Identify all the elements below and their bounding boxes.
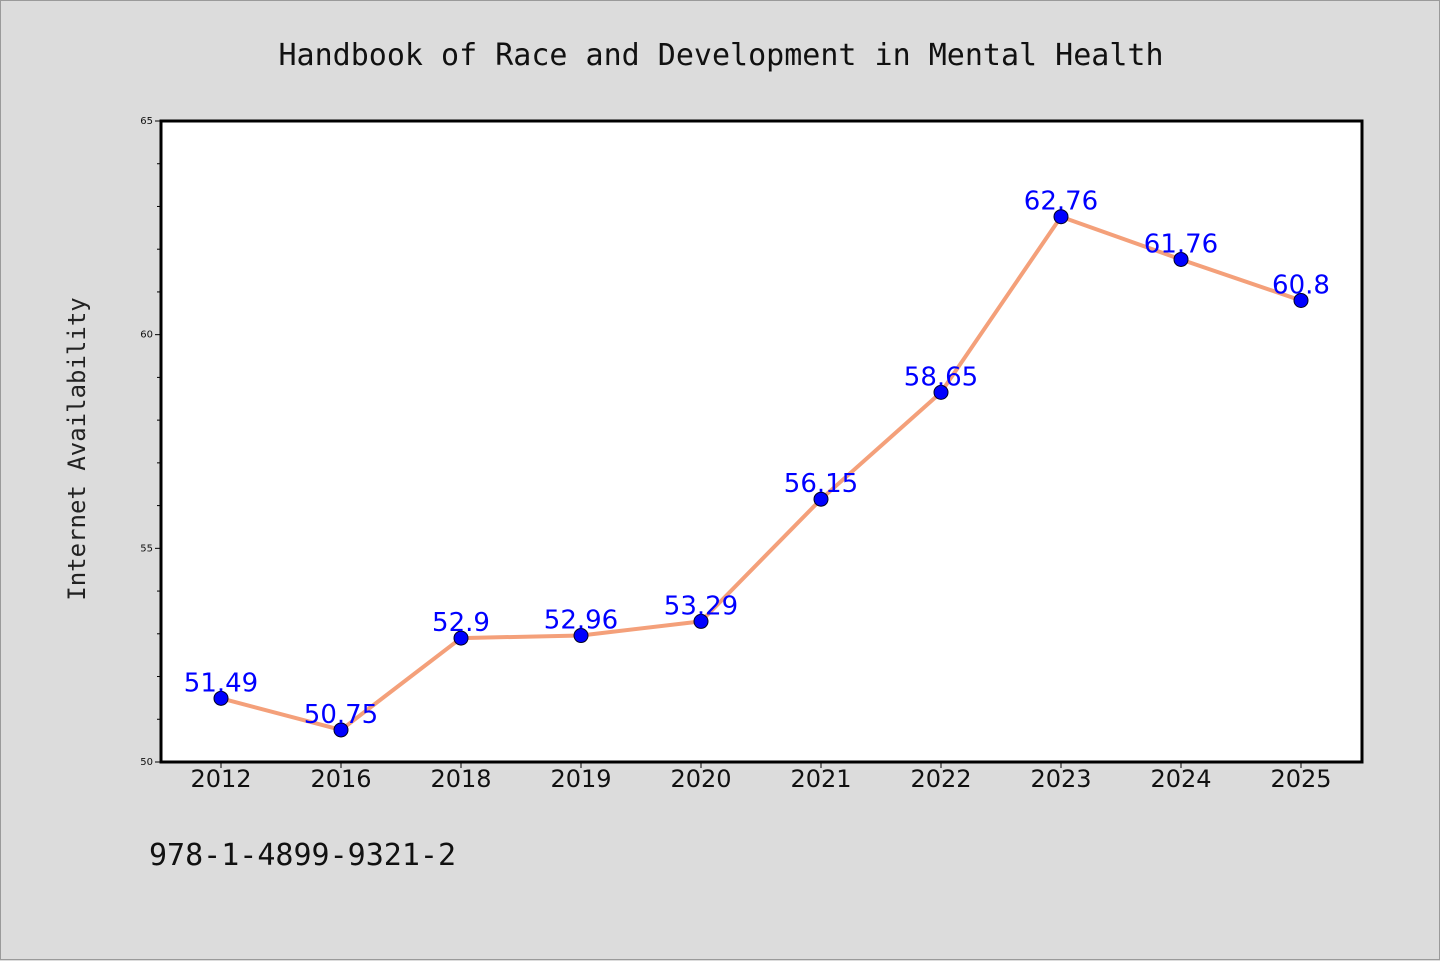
data-label: 62.76 [1024,187,1098,217]
data-point [333,722,349,738]
data-label: 52.96 [544,606,618,636]
series-line-group [213,209,1309,738]
x-tick-label: 2016 [310,765,371,793]
data-label: 51.49 [184,668,258,698]
x-tick-label: 2020 [670,765,731,793]
y-tick-label: 65 [140,116,153,127]
data-point [1173,251,1189,267]
x-tick-label: 2022 [910,765,971,793]
x-tick-label: 2018 [430,765,491,793]
isbn-text: 978-1-4899-9321-2 [149,838,456,873]
data-label: 50.75 [304,700,378,730]
data-point [1293,292,1309,308]
y-tick-label: 55 [140,543,153,554]
y-tick-label: 60 [140,330,153,341]
plot-area [161,121,1362,762]
plot-border [159,119,1364,764]
data-label: 53.29 [664,591,738,621]
data-point [813,491,829,507]
y-axis: 50 55 60 65 [140,116,161,768]
data-labels-group: 51.49 50.75 52.9 52.96 53.29 56.15 58.65 62.76 6… [184,187,1330,730]
x-tick-label: 2023 [1030,765,1091,793]
data-label: 58.65 [904,362,978,392]
data-point [213,690,229,706]
chart-title: Handbook of Race and Development in Ment… [278,38,1163,73]
x-tick-label: 2025 [1270,765,1331,793]
data-point [1053,209,1069,225]
data-label: 60.8 [1272,270,1330,300]
series-line [219,214,1303,732]
x-tick-label: 2019 [550,765,611,793]
data-label: 61.76 [1144,229,1218,259]
x-tick-label: 2024 [1150,765,1211,793]
y-tick-label: 50 [140,757,153,768]
data-point [933,384,949,400]
data-point [693,613,709,629]
x-tick-label: 2021 [790,765,851,793]
y-axis-label: Internet Availability [63,297,91,600]
data-label: 56.15 [784,469,858,499]
data-point [573,628,589,644]
x-axis: 2012 2016 2018 2019 2020 2021 2022 2023 2024 2025 [190,762,1332,793]
data-label: 52.9 [432,608,490,638]
x-tick-label: 2012 [190,765,251,793]
data-point [453,630,469,646]
